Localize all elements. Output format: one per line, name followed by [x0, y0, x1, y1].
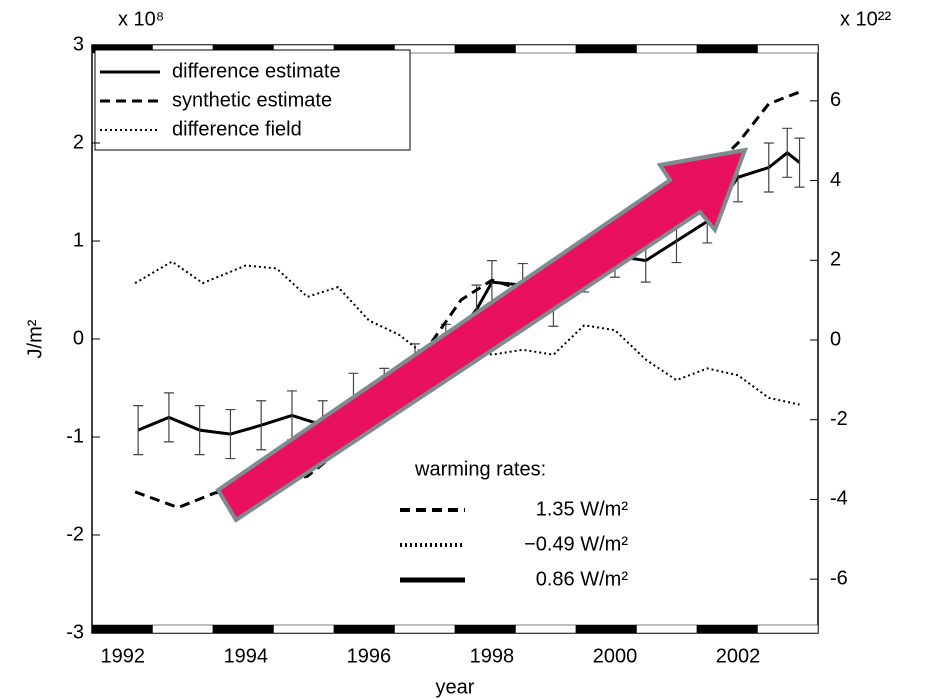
axis-bar: [757, 624, 819, 634]
x-tick-label: 2002: [716, 645, 761, 667]
axis-bars: [91, 44, 819, 634]
legend-box: [94, 49, 411, 151]
y-tick-label: 3: [73, 33, 84, 55]
highlight-arrow: [215, 147, 749, 523]
axis-bar: [212, 624, 274, 634]
y-tick-label: -1: [66, 425, 84, 447]
axis-bar: [91, 624, 153, 634]
y2-tick-label: 2: [830, 249, 841, 271]
error-bar: [763, 142, 774, 193]
rates-label: −0.49 W/m²: [524, 533, 628, 555]
y-tick-label: -3: [66, 621, 84, 643]
x-tick-label: 1998: [470, 645, 515, 667]
error-bar: [794, 137, 805, 188]
y-tick-label: 1: [73, 229, 84, 251]
axis-bar: [454, 624, 516, 634]
axis-bar: [575, 44, 637, 54]
axis-bar: [454, 44, 516, 54]
rates-title: warming rates:: [414, 458, 546, 480]
y2-tick-label: 6: [830, 89, 841, 111]
axis-bar: [515, 624, 577, 634]
axis-bar: [636, 624, 698, 634]
y-tick-label: 0: [73, 327, 84, 349]
axis-bar: [696, 624, 758, 634]
legend-label: difference estimate: [172, 60, 341, 82]
axis-bar: [273, 624, 335, 634]
axis-bar: [333, 624, 395, 634]
axis-bar: [515, 44, 577, 54]
y-multiplier: x 10⁸: [118, 8, 164, 30]
axis-bar: [636, 44, 698, 54]
x-tick-label: 2000: [593, 645, 638, 667]
y2-tick-label: 4: [830, 169, 841, 191]
error-bar: [163, 392, 174, 443]
error-bar: [256, 400, 267, 451]
y-axis-label: J/m²: [24, 319, 46, 358]
y2-tick-label: -4: [830, 488, 848, 510]
rates-label: 1.35 W/m²: [536, 498, 629, 520]
error-bar: [133, 405, 144, 456]
y2-tick-label: -2: [830, 408, 848, 430]
y-tick-label: 2: [73, 131, 84, 153]
y-tick-label: -2: [66, 523, 84, 545]
error-bar: [194, 405, 205, 456]
y2-tick-label: -6: [830, 567, 848, 589]
rates-label: 0.86 W/m²: [536, 568, 629, 590]
y2-tick-label: 0: [830, 328, 841, 350]
error-bar: [782, 127, 793, 178]
axis-bar: [757, 44, 819, 54]
legend-label: synthetic estimate: [172, 89, 332, 111]
axis-bar: [575, 624, 637, 634]
axis-bar: [394, 624, 456, 634]
error-bar: [225, 408, 236, 460]
x-tick-label: 1994: [224, 645, 269, 667]
x-tick-label: 1992: [101, 645, 146, 667]
y2-multiplier: x 10²²: [840, 8, 891, 30]
axis-bar: [696, 44, 758, 54]
x-tick-label: 1996: [347, 645, 392, 667]
axis-bar: [152, 624, 214, 634]
series-line: [134, 90, 801, 510]
legend-label: difference field: [172, 118, 302, 140]
x-axis-label: year: [436, 676, 475, 698]
